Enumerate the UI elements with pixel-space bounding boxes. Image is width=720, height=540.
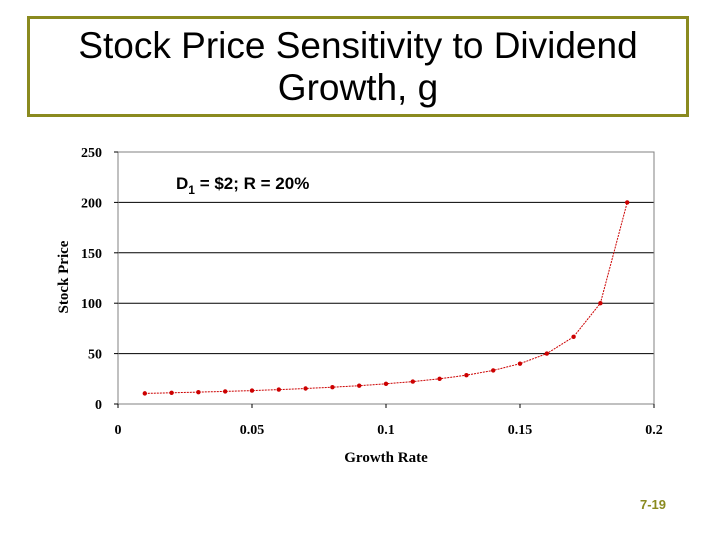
slide-number: 7-19 (640, 497, 667, 512)
data-point (571, 334, 576, 339)
x-tick-label: 0 (115, 423, 122, 438)
data-point (330, 384, 335, 390)
y-axis: 0 50 100 150 200 250 (81, 146, 118, 413)
data-point (303, 386, 308, 391)
data-point (223, 389, 228, 394)
x-axis: 0 0.05 0.1 0.15 0.2 (115, 404, 663, 438)
y-tick-label: 200 (81, 196, 102, 211)
data-point (249, 388, 255, 393)
series-points (142, 200, 630, 396)
data-point (142, 391, 147, 396)
data-point (517, 361, 523, 366)
data-point (383, 381, 389, 387)
y-tick-label: 100 (81, 297, 102, 312)
title-box: Stock Price Sensitivity to Dividend Grow… (27, 16, 689, 117)
x-tick-label: 0.1 (377, 423, 395, 438)
data-point (196, 389, 201, 395)
series-line (144, 202, 628, 394)
data-point (169, 390, 174, 396)
x-axis-label: Growth Rate (344, 450, 428, 466)
data-point (491, 368, 496, 373)
data-point (625, 200, 630, 205)
annotation-rest: = $2; R = 20% (195, 174, 309, 193)
data-point (437, 376, 442, 381)
annotation-base: D (176, 174, 188, 193)
data-point (598, 301, 603, 306)
x-tick-label: 0.05 (240, 423, 265, 438)
chart-annotation: D1 = $2; R = 20% (176, 174, 309, 197)
chart: 0 50 100 150 200 250 0 0.05 0.1 0.15 0.2 D1 = $2;… (56, 146, 663, 466)
y-tick-label: 150 (81, 247, 102, 262)
x-tick-label: 0.15 (508, 423, 533, 438)
y-tick-label: 0 (95, 398, 102, 413)
page-title: Stock Price Sensitivity to Dividend Grow… (78, 24, 638, 108)
x-tick-label: 0.2 (645, 423, 663, 438)
y-tick-label: 250 (81, 146, 102, 161)
y-axis-label: Stock Price (56, 240, 72, 313)
data-point (464, 373, 469, 378)
annotation-subscript: 1 (188, 183, 195, 197)
data-point (357, 383, 362, 388)
data-point (410, 379, 415, 384)
y-tick-label: 50 (88, 348, 102, 363)
data-point (544, 351, 549, 356)
data-point (276, 387, 281, 392)
